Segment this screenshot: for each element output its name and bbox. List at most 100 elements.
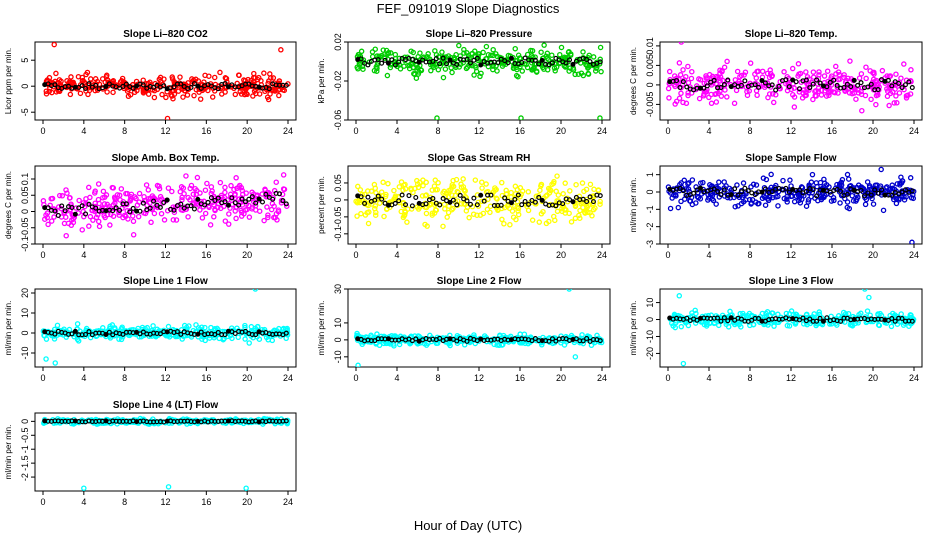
mean-point <box>584 198 590 204</box>
mean-point <box>899 316 905 322</box>
data-point <box>229 335 235 342</box>
mean-point <box>797 187 803 193</box>
mean-point <box>756 315 762 321</box>
data-point <box>676 95 683 102</box>
data-point <box>809 171 816 178</box>
data-point <box>199 215 206 221</box>
data-point <box>791 104 798 110</box>
mean-point <box>280 198 286 204</box>
data-point <box>845 75 851 82</box>
data-points <box>354 42 604 120</box>
data-point <box>528 60 535 66</box>
mean-point <box>379 60 385 66</box>
data-point <box>858 71 865 77</box>
data-point <box>408 48 414 54</box>
mean-point <box>103 83 109 89</box>
data-point <box>551 213 557 220</box>
outlier-point <box>866 294 872 301</box>
data-point <box>388 50 394 56</box>
data-point <box>672 324 678 331</box>
mean-point <box>738 82 744 88</box>
mean-point <box>471 195 477 201</box>
data-point <box>834 181 840 188</box>
data-point <box>415 53 421 60</box>
data-point <box>143 182 150 188</box>
data-point <box>853 96 859 102</box>
data-points <box>665 166 917 244</box>
data-point <box>770 99 777 106</box>
data-point <box>894 181 901 187</box>
mean-point <box>553 338 559 344</box>
data-point <box>187 197 193 203</box>
data-point <box>83 196 89 202</box>
mean-point <box>430 58 436 64</box>
y-axis-label: ml/min per min. <box>629 301 638 356</box>
mean-point <box>420 57 426 63</box>
x-tick-label: 4 <box>81 126 86 136</box>
mean-point <box>130 85 136 91</box>
data-point <box>453 176 460 183</box>
data-point <box>79 227 85 233</box>
data-point <box>260 421 266 427</box>
y-tick-label: 0 <box>333 337 343 342</box>
data-point <box>369 201 375 207</box>
data-point <box>269 86 276 93</box>
x-tick-label: 0 <box>40 250 45 260</box>
data-point <box>759 68 766 75</box>
data-point <box>510 214 517 220</box>
data-point <box>183 324 190 331</box>
x-tick-label: 4 <box>81 373 86 383</box>
mean-point <box>892 318 898 324</box>
data-point <box>111 194 118 200</box>
data-point <box>582 210 588 216</box>
data-point <box>893 81 899 87</box>
data-point <box>195 78 202 84</box>
mean-point <box>467 201 473 207</box>
data-point <box>357 187 364 193</box>
data-point <box>749 312 755 319</box>
data-point <box>855 87 861 93</box>
chart-panel-6: Slope Sample Flow 0 4 8 12 16 20 24 1 0 -1 -2 -3 ml/m… <box>629 153 923 260</box>
y-tick-label: -10 <box>645 330 655 343</box>
data-point <box>87 76 94 82</box>
mean-point <box>814 77 820 83</box>
data-point <box>221 203 227 210</box>
mean-point <box>597 59 603 65</box>
data-point <box>171 81 178 87</box>
data-point <box>701 80 708 87</box>
data-point <box>665 85 672 92</box>
data-point <box>206 204 212 211</box>
outlier-point <box>278 47 284 53</box>
data-point <box>77 90 84 97</box>
data-point <box>422 192 429 199</box>
mean-point <box>584 335 590 341</box>
mean-point <box>256 196 262 202</box>
mean-point <box>587 194 593 200</box>
data-point <box>762 202 769 208</box>
mean-point <box>72 211 78 217</box>
mean-point <box>93 205 99 211</box>
data-point <box>540 208 546 215</box>
mean-point <box>69 331 75 337</box>
data-point <box>381 213 387 220</box>
data-point <box>429 187 435 193</box>
mean-point <box>215 329 221 335</box>
x-tick-label: 4 <box>394 373 399 383</box>
mean-point <box>495 60 501 66</box>
data-point <box>721 185 727 191</box>
data-point <box>187 185 193 192</box>
data-point <box>494 53 501 60</box>
data-point <box>102 194 108 200</box>
data-point <box>508 189 514 196</box>
mean-point <box>715 315 721 321</box>
data-point <box>249 204 256 210</box>
mean-point <box>865 84 871 90</box>
y-tick-label: -0.1 <box>20 236 30 252</box>
outlier-point <box>165 484 172 490</box>
data-point <box>769 194 776 201</box>
data-point <box>86 184 92 191</box>
data-point <box>479 179 485 185</box>
mean-point <box>151 198 157 204</box>
data-point <box>123 190 129 197</box>
data-point <box>849 90 855 97</box>
